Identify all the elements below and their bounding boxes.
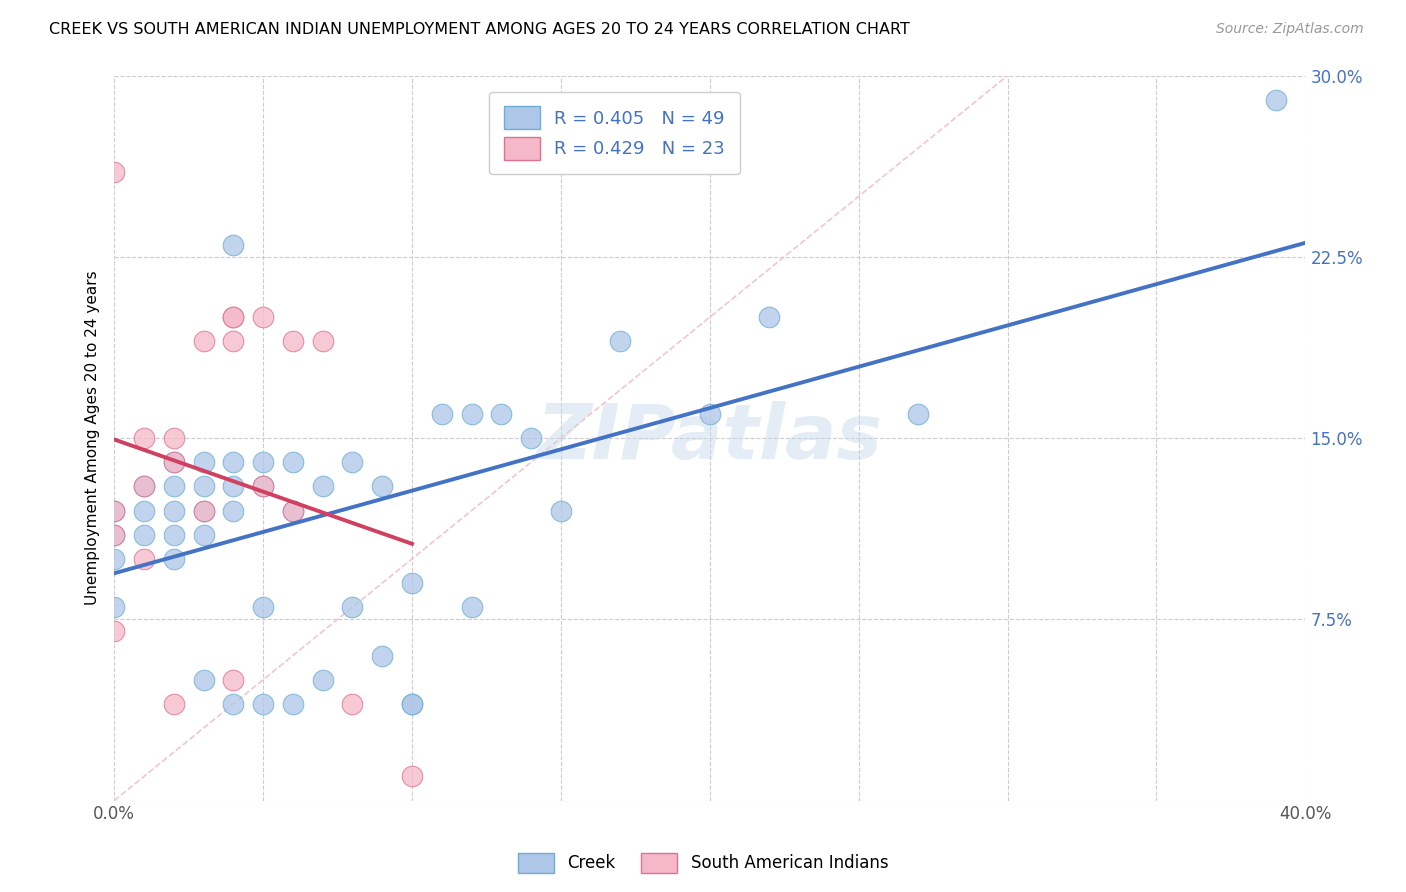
Point <box>342 600 364 615</box>
Point <box>222 310 245 325</box>
Point <box>401 697 423 711</box>
Point <box>103 527 125 541</box>
Point <box>460 407 482 421</box>
Point <box>103 624 125 639</box>
Point <box>252 479 274 493</box>
Point <box>252 479 274 493</box>
Point <box>193 527 215 541</box>
Point <box>103 552 125 566</box>
Text: Source: ZipAtlas.com: Source: ZipAtlas.com <box>1216 22 1364 37</box>
Point <box>252 697 274 711</box>
Point <box>132 527 155 541</box>
Point <box>311 479 333 493</box>
Point <box>163 431 186 445</box>
Point <box>252 600 274 615</box>
Point <box>222 334 245 349</box>
Point <box>222 237 245 252</box>
Point <box>281 503 304 517</box>
Point <box>401 697 423 711</box>
Point <box>281 503 304 517</box>
Point <box>222 673 245 687</box>
Point <box>550 503 572 517</box>
Point <box>163 479 186 493</box>
Point <box>193 455 215 469</box>
Point <box>222 455 245 469</box>
Point <box>103 527 125 541</box>
Point <box>222 310 245 325</box>
Point <box>103 600 125 615</box>
Point <box>281 697 304 711</box>
Point <box>460 600 482 615</box>
Point <box>311 673 333 687</box>
Point <box>342 455 364 469</box>
Point <box>132 431 155 445</box>
Point <box>193 479 215 493</box>
Point <box>758 310 780 325</box>
Point <box>163 552 186 566</box>
Text: ZIPatlas: ZIPatlas <box>537 401 883 475</box>
Point <box>252 455 274 469</box>
Point <box>193 503 215 517</box>
Text: CREEK VS SOUTH AMERICAN INDIAN UNEMPLOYMENT AMONG AGES 20 TO 24 YEARS CORRELATIO: CREEK VS SOUTH AMERICAN INDIAN UNEMPLOYM… <box>49 22 910 37</box>
Point <box>252 310 274 325</box>
Point <box>193 334 215 349</box>
Point <box>103 503 125 517</box>
Point <box>222 503 245 517</box>
Point <box>222 479 245 493</box>
Point <box>193 673 215 687</box>
Point <box>103 503 125 517</box>
Point <box>132 552 155 566</box>
Point <box>163 455 186 469</box>
Point <box>520 431 543 445</box>
Point <box>193 503 215 517</box>
Point <box>163 527 186 541</box>
Point <box>132 479 155 493</box>
Point <box>132 479 155 493</box>
Point <box>311 334 333 349</box>
Point <box>401 769 423 783</box>
Point <box>222 697 245 711</box>
Point <box>342 697 364 711</box>
Point <box>163 455 186 469</box>
Point <box>907 407 929 421</box>
Point <box>281 334 304 349</box>
Point <box>609 334 631 349</box>
Point <box>401 576 423 591</box>
Point <box>371 479 394 493</box>
Point <box>132 503 155 517</box>
Point <box>1264 93 1286 107</box>
Point <box>281 455 304 469</box>
Legend: Creek, South American Indians: Creek, South American Indians <box>510 847 896 880</box>
Point <box>163 503 186 517</box>
Point <box>491 407 513 421</box>
Legend: R = 0.405   N = 49, R = 0.429   N = 23: R = 0.405 N = 49, R = 0.429 N = 23 <box>489 92 740 174</box>
Point <box>163 697 186 711</box>
Point <box>103 165 125 179</box>
Point <box>371 648 394 663</box>
Point <box>430 407 453 421</box>
Point <box>699 407 721 421</box>
Y-axis label: Unemployment Among Ages 20 to 24 years: Unemployment Among Ages 20 to 24 years <box>86 271 100 606</box>
